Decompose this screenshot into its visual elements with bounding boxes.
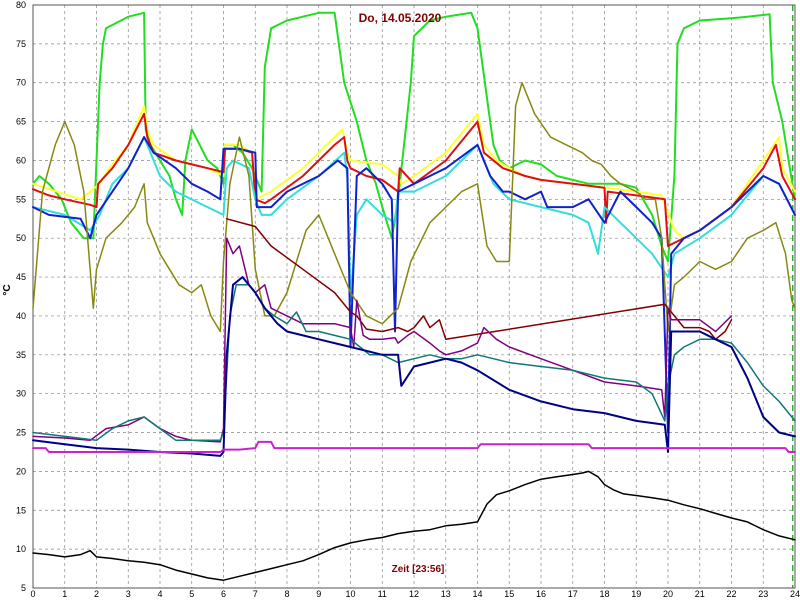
x-tick-label: 1 xyxy=(62,589,67,599)
x-tick-label: 8 xyxy=(284,589,289,599)
x-tick-label: 7 xyxy=(253,589,258,599)
x-tick-label: 17 xyxy=(568,589,578,599)
x-tick-label: 23 xyxy=(758,589,768,599)
x-tick-label: 16 xyxy=(536,589,546,599)
x-axis-title: Zeit [23:56] xyxy=(392,564,445,575)
x-tick-label: 21 xyxy=(695,589,705,599)
y-tick-label: 5 xyxy=(21,583,26,593)
y-tick-label: 70 xyxy=(16,78,26,88)
x-tick-label: 19 xyxy=(631,589,641,599)
series-line xyxy=(32,112,796,247)
series-line xyxy=(32,81,796,333)
x-tick-label: 2 xyxy=(94,589,99,599)
y-tick-label: 10 xyxy=(16,544,26,554)
y-tick-label: 50 xyxy=(16,233,26,243)
y-tick-label: 20 xyxy=(16,466,26,476)
y-tick-label: 25 xyxy=(16,428,26,438)
chart-title: Do, 14.05.2020 xyxy=(359,11,442,25)
axes: 0 1 2 3 4 5 6 7 8 9 10 11 12 13 14 15 16 17 18 19 20 21 22 23 24… xyxy=(16,0,800,599)
x-tick-label: 24 xyxy=(790,589,800,599)
x-tick-label: 0 xyxy=(30,589,35,599)
y-tick-label: 35 xyxy=(16,350,26,360)
y-tick-label: 80 xyxy=(16,0,26,10)
series-layer xyxy=(32,11,796,581)
y-tick-label: 45 xyxy=(16,272,26,282)
x-tick-label: 18 xyxy=(599,589,609,599)
y-tick-label: 55 xyxy=(16,194,26,204)
x-tick-label: 22 xyxy=(726,589,736,599)
x-tick-label: 12 xyxy=(409,589,419,599)
x-tick-label: 6 xyxy=(221,589,226,599)
y-axis-title: °C xyxy=(2,284,13,295)
y-tick-label: 40 xyxy=(16,311,26,321)
series-line xyxy=(32,276,796,457)
y-tick-label: 75 xyxy=(16,39,26,49)
x-tick-label: 9 xyxy=(316,589,321,599)
y-tick-label: 15 xyxy=(16,505,26,515)
y-tick-label: 60 xyxy=(16,155,26,165)
series-line xyxy=(32,105,796,240)
series-line xyxy=(32,136,796,302)
y-tick-label: 30 xyxy=(16,389,26,399)
plot-frame xyxy=(32,4,796,589)
x-tick-label: 3 xyxy=(126,589,131,599)
x-tick-label: 13 xyxy=(441,589,451,599)
series-line xyxy=(32,440,796,453)
x-tick-label: 14 xyxy=(472,589,482,599)
x-tick-label: 15 xyxy=(504,589,514,599)
series-line xyxy=(225,218,733,341)
y-tick-label: 65 xyxy=(16,117,26,127)
x-tick-label: 4 xyxy=(157,589,162,599)
x-tick-label: 20 xyxy=(663,589,673,599)
series-line xyxy=(32,136,796,434)
series-line xyxy=(32,237,733,443)
x-tick-label: 5 xyxy=(189,589,194,599)
series-line xyxy=(32,470,796,581)
x-tick-label: 10 xyxy=(345,589,355,599)
x-tick-label: 11 xyxy=(378,589,387,599)
